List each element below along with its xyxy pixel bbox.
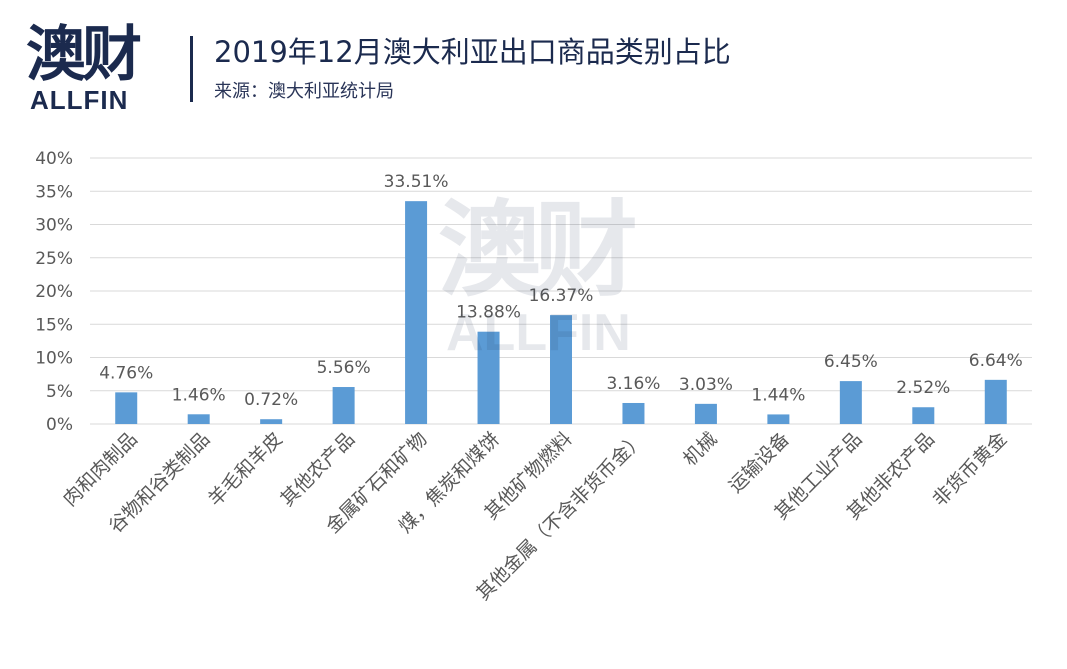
bar	[187, 414, 210, 424]
chart-title: 2019年12月澳大利亚出口商品类别占比	[214, 35, 731, 69]
data-label: 6.64%	[969, 351, 1023, 371]
y-tick-layer: 0% 5% 10% 15% 20% 25% 30% 35% 40%	[35, 149, 73, 435]
y-tick-label: 25%	[35, 249, 73, 269]
bar	[839, 381, 862, 424]
y-tick-label: 15%	[35, 315, 73, 335]
data-label: 6.45%	[824, 352, 878, 372]
bar	[115, 392, 138, 424]
y-tick-label: 5%	[46, 382, 73, 402]
data-label: 3.16%	[606, 374, 660, 394]
x-tick-label: 非货币黄金	[929, 428, 1012, 511]
bar	[332, 387, 355, 424]
y-tick-label: 0%	[46, 415, 73, 435]
bar	[260, 419, 283, 424]
data-label: 16.37%	[529, 286, 594, 306]
bar	[477, 331, 500, 424]
bar	[550, 315, 572, 424]
chart-source: 来源：澳大利亚统计局	[214, 81, 394, 102]
brand-logo: 澳财 ALLFIN	[26, 22, 158, 114]
data-label: 0.72%	[244, 390, 298, 410]
x-tick-label: 羊毛和羊皮	[204, 428, 287, 511]
data-label: 4.76%	[99, 363, 153, 383]
header-divider	[190, 36, 193, 102]
y-tick-label: 35%	[35, 182, 73, 202]
data-label: 2.52%	[896, 378, 950, 398]
y-tick-label: 10%	[35, 349, 73, 369]
bar	[767, 414, 790, 424]
bar	[405, 201, 428, 424]
data-label: 3.03%	[679, 375, 733, 395]
data-label: 1.44%	[751, 385, 805, 405]
x-tick-layer: 肉和肉制品谷物和谷类制品羊毛和羊皮其他农产品金属矿石和矿物煤，焦炭和煤饼其他矿物…	[59, 428, 1011, 605]
data-label: 33.51%	[384, 172, 449, 192]
y-tick-label: 40%	[35, 149, 73, 169]
data-label: 1.46%	[172, 385, 226, 405]
y-tick-label: 30%	[35, 216, 73, 236]
bar	[622, 402, 645, 424]
bar	[694, 403, 717, 424]
x-tick-label: 机械	[679, 428, 721, 470]
data-label: 5.56%	[317, 358, 371, 378]
logo-english-text: ALLFIN	[30, 85, 129, 115]
x-tick-label: 运输设备	[725, 428, 794, 497]
data-label-layer: 4.76% 1.46% 0.72% 5.56% 33.51% 13.88% 16.37% 3.…	[99, 172, 1023, 410]
bar	[984, 379, 1007, 424]
bar	[912, 407, 935, 424]
bar-layer	[115, 201, 1007, 424]
data-label: 13.88%	[456, 303, 521, 323]
y-tick-label: 20%	[35, 282, 73, 302]
logo-chinese-text: 澳财	[26, 20, 142, 90]
